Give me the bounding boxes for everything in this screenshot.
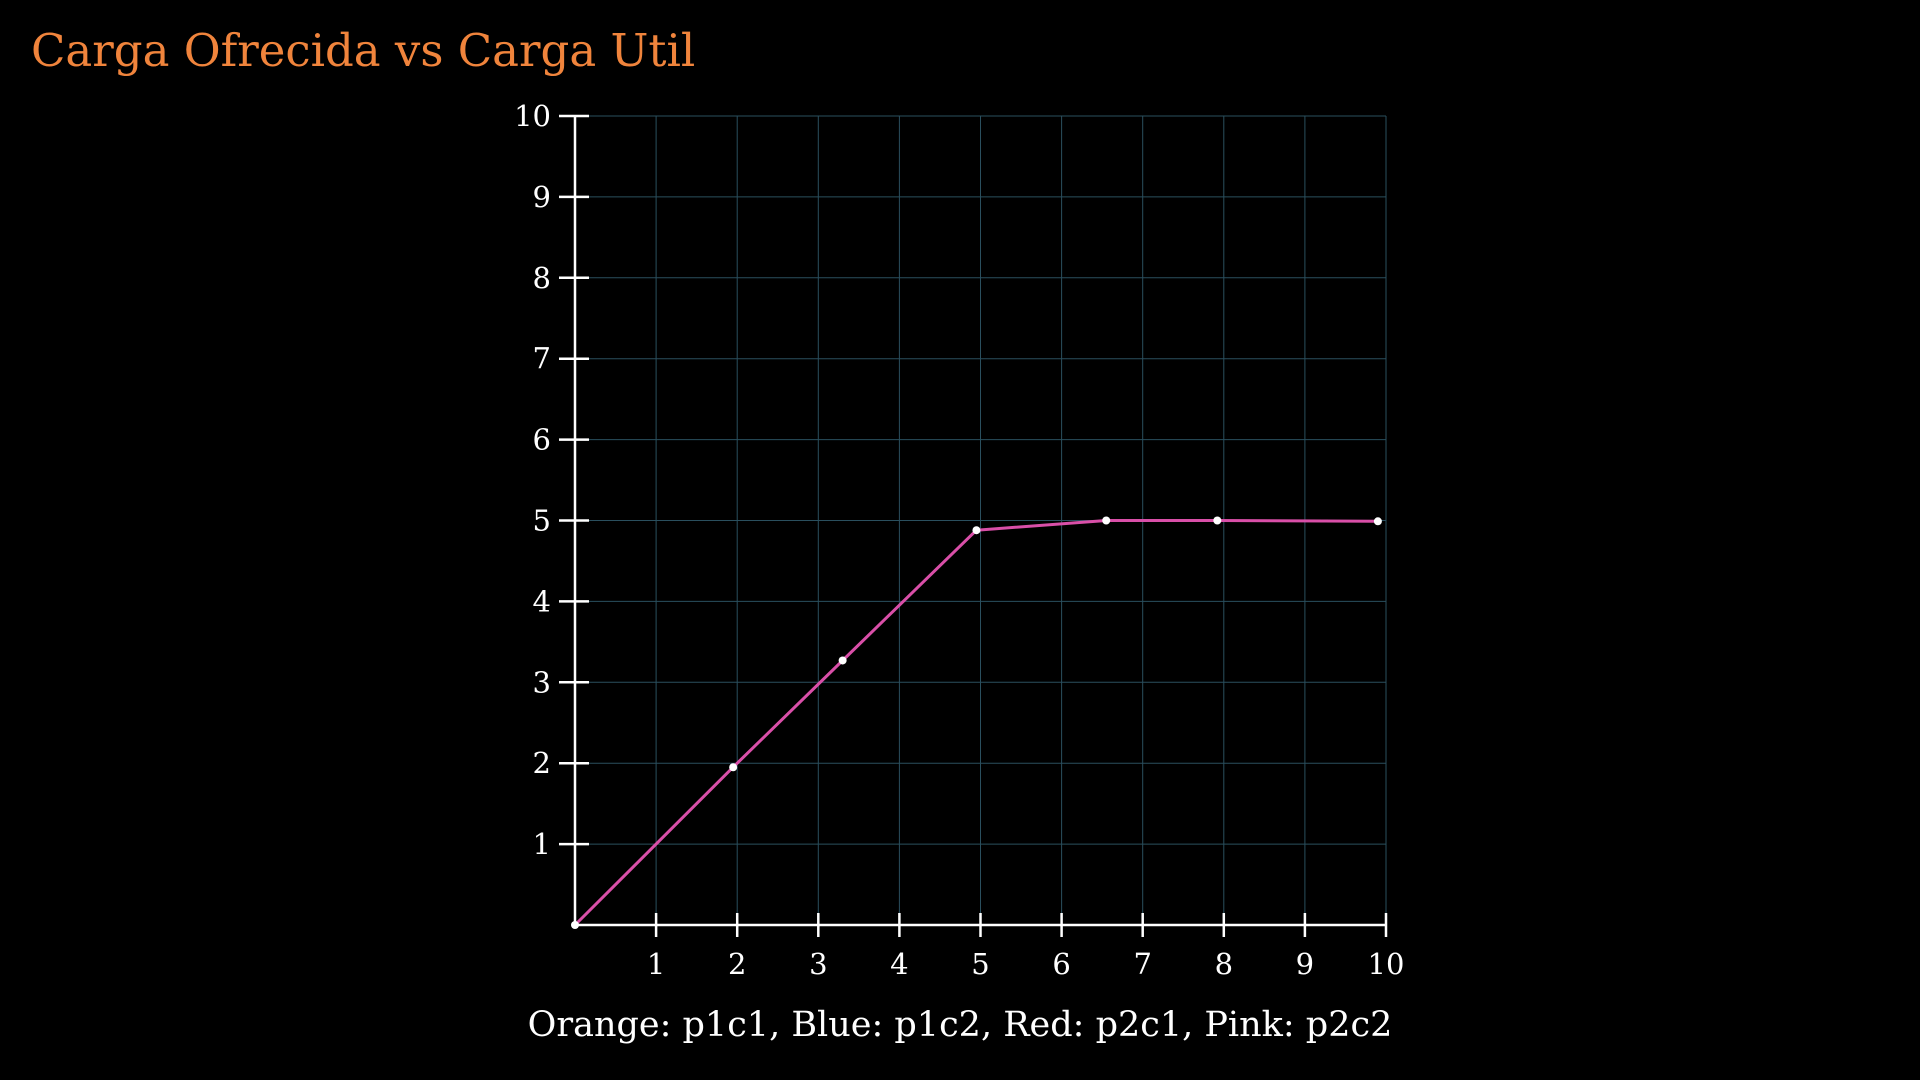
series-layer <box>571 516 1382 929</box>
y-tick-label-3: 3 <box>533 665 551 699</box>
x-tick-label-7: 7 <box>1133 947 1151 981</box>
y-tick-label-9: 9 <box>533 180 551 214</box>
x-tick-label-2: 2 <box>728 947 746 981</box>
x-tick-label-5: 5 <box>971 947 989 981</box>
data-point-5 <box>1213 516 1222 525</box>
legend-caption: Orange: p1c1, Blue: p1c2, Red: p2c1, Pin… <box>528 1005 1393 1045</box>
y-tick-label-6: 6 <box>533 423 551 457</box>
y-tick-label-8: 8 <box>533 261 551 295</box>
y-tick-label-1: 1 <box>533 827 551 861</box>
x-tick-label-6: 6 <box>1052 947 1070 981</box>
axes <box>559 114 1388 937</box>
y-tick-label-5: 5 <box>533 504 551 538</box>
y-tick-label-10: 10 <box>514 99 551 133</box>
series-line-pink <box>573 519 1378 927</box>
grid <box>575 115 1387 925</box>
tick-labels: 1 2 3 4 5 6 7 8 9 10 1 2 3 4 5 6 7 8 9 10 <box>514 99 1404 981</box>
y-tick-label-7: 7 <box>533 342 551 376</box>
x-tick-label-10: 10 <box>1368 947 1405 981</box>
data-point-0 <box>571 921 579 929</box>
x-tick-label-9: 9 <box>1296 947 1314 981</box>
y-tick-label-2: 2 <box>533 746 551 780</box>
y-tick-label-4: 4 <box>533 584 551 618</box>
x-tick-label-1: 1 <box>647 947 665 981</box>
data-point-6 <box>1373 517 1382 526</box>
chart-title: Carga Ofrecida vs Carga Util <box>31 24 695 77</box>
x-tick-label-4: 4 <box>890 947 908 981</box>
data-point-3 <box>972 526 981 535</box>
data-point-1 <box>729 763 738 772</box>
data-point-2 <box>838 656 847 665</box>
x-tick-label-8: 8 <box>1215 947 1233 981</box>
x-tick-label-3: 3 <box>809 947 827 981</box>
data-point-4 <box>1102 516 1111 525</box>
